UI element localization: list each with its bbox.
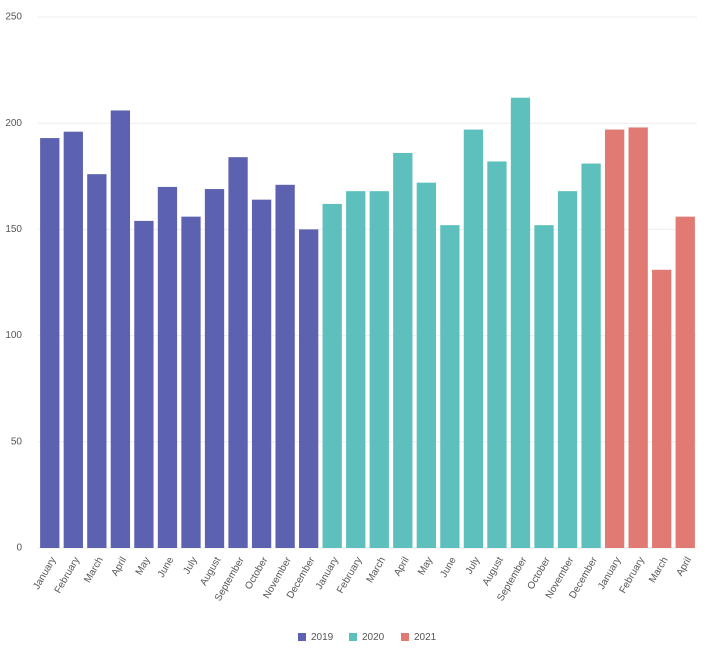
x-tick-label: August [481, 555, 506, 588]
legend-swatch [401, 633, 409, 641]
x-tick-label: August [198, 555, 223, 588]
x-tick-label: June [156, 555, 177, 580]
bar [40, 138, 60, 548]
bar [63, 131, 83, 549]
x-tick-label: March [82, 555, 105, 585]
x-tick-label: March [365, 555, 388, 585]
bar [87, 174, 107, 548]
bar [204, 189, 225, 548]
y-tick-label: 100 [5, 330, 22, 341]
bar [628, 127, 648, 548]
bar [440, 225, 460, 549]
x-tick-label: June [438, 555, 459, 580]
legend-label: 2020 [362, 632, 385, 643]
bar [581, 163, 601, 548]
legend-label: 2019 [311, 632, 334, 643]
bar [393, 152, 413, 548]
bar [675, 216, 695, 548]
bar [110, 110, 131, 549]
bar [416, 182, 436, 548]
x-tick-label: March [647, 555, 670, 585]
y-tick-label: 0 [16, 543, 22, 554]
bar [463, 129, 484, 548]
legend-swatch [298, 633, 306, 641]
bar [534, 225, 554, 549]
bar [228, 157, 248, 548]
x-tick-label: April [675, 555, 695, 578]
bar [299, 229, 319, 548]
bar [557, 191, 578, 548]
legend-swatch [349, 633, 357, 641]
x-tick-label: July [464, 555, 482, 576]
x-tick-label: April [110, 555, 130, 578]
y-tick-label: 200 [5, 118, 22, 129]
bar [510, 97, 531, 548]
bar [275, 184, 295, 548]
bar [652, 269, 672, 548]
bar [157, 186, 178, 549]
y-tick-label: 50 [11, 436, 23, 447]
bar [487, 161, 507, 548]
x-tick-label: April [392, 555, 412, 578]
bar [369, 191, 389, 548]
x-tick-label: May [416, 555, 435, 577]
bar [322, 203, 342, 549]
bar [181, 216, 201, 548]
y-tick-label: 150 [5, 224, 22, 235]
legend-label: 2021 [414, 632, 437, 643]
bar [251, 199, 272, 548]
y-tick-label: 250 [5, 12, 22, 23]
bar [346, 191, 366, 548]
bar [134, 220, 154, 549]
x-tick-label: May [134, 555, 153, 577]
x-tick-label: July [181, 555, 199, 576]
bar [604, 129, 625, 548]
